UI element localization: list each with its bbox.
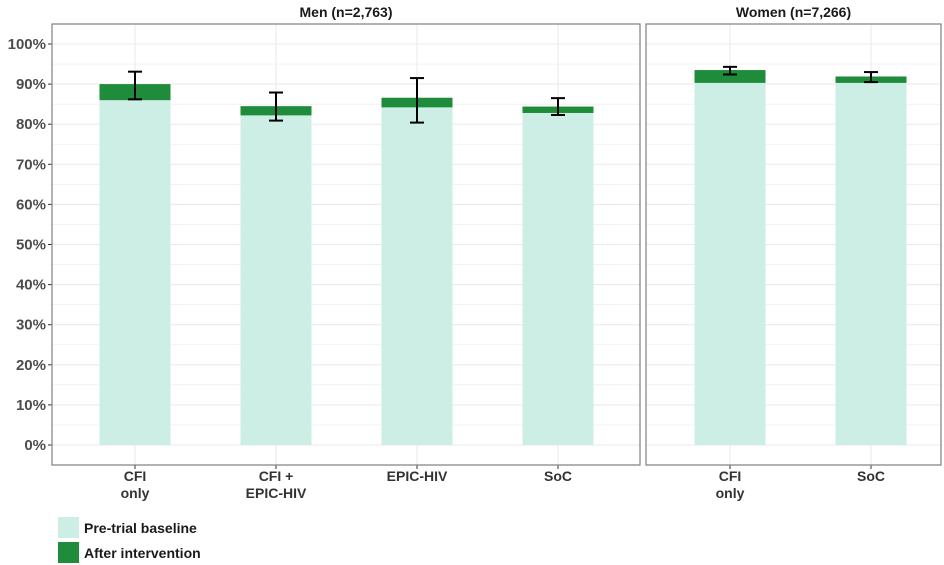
x-tick-label: EPIC-HIV: [387, 468, 448, 484]
y-tick-label: 20%: [16, 357, 46, 374]
bar-pre-trial-baseline: [381, 107, 453, 445]
x-tick-label: only: [716, 485, 745, 501]
bar-pre-trial-baseline: [240, 115, 312, 446]
bar-pre-trial-baseline: [694, 82, 766, 445]
y-tick-label: 90%: [16, 76, 46, 93]
y-tick-label: 0%: [24, 437, 46, 454]
y-tick-label: 60%: [16, 196, 46, 213]
x-tick-label: CFI: [719, 468, 742, 484]
x-tick-label: SoC: [544, 468, 572, 484]
y-tick-label: 40%: [16, 277, 46, 294]
x-tick-label: only: [121, 485, 150, 501]
y-tick-label: 30%: [16, 317, 46, 334]
legend-label: After intervention: [84, 545, 201, 561]
x-tick-label: EPIC-HIV: [246, 485, 307, 501]
panel-border: [645, 23, 942, 466]
legend-label: Pre-trial baseline: [84, 520, 197, 536]
bar-pre-trial-baseline: [99, 100, 171, 445]
panel-title: Men (n=2,763): [300, 4, 393, 20]
panel-title: Women (n=7,266): [736, 4, 851, 20]
x-tick-label: CFI: [124, 468, 147, 484]
x-tick-label: SoC: [857, 468, 885, 484]
panel-border: [51, 23, 641, 466]
legend-key-after: [58, 542, 79, 563]
bar-pre-trial-baseline: [835, 82, 907, 445]
y-tick-label: 80%: [16, 116, 46, 133]
x-tick-label: CFI +: [259, 468, 294, 484]
legend-key-baseline: [58, 517, 79, 538]
y-tick-label: 10%: [16, 397, 46, 414]
y-tick-label: 70%: [16, 156, 46, 173]
y-tick-label: 50%: [16, 237, 46, 254]
bar-pre-trial-baseline: [522, 112, 594, 446]
y-tick-label: 100%: [8, 36, 46, 53]
